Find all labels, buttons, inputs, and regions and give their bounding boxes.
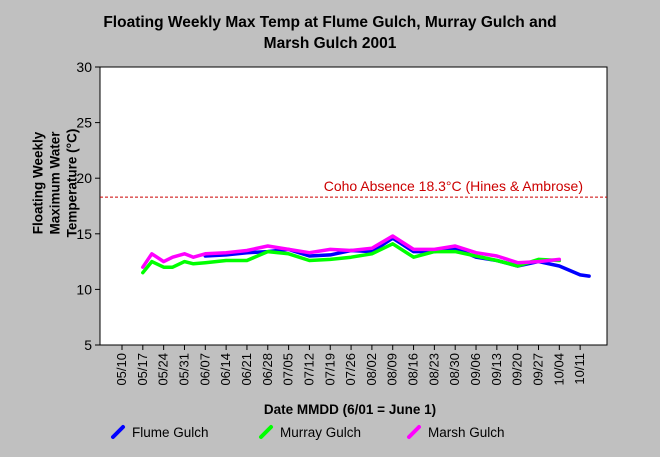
x-tick-label: 08/30 (447, 353, 462, 386)
y-tick-label: 10 (76, 281, 92, 297)
series-line-marsh-gulch (141, 234, 562, 269)
x-tick-label: 08/09 (385, 353, 400, 386)
plot-area (99, 66, 608, 346)
x-tick-label: 07/26 (343, 353, 358, 386)
x-tick-label: 06/28 (260, 353, 275, 386)
y-tick-label: 15 (76, 226, 92, 242)
x-tick-label: 09/06 (468, 353, 483, 386)
legend-label-flume-gulch: Flume Gulch (132, 424, 209, 440)
legend-label-murray-gulch: Murray Gulch (280, 424, 362, 440)
reference-line-label: Coho Absence 18.3°C (Hines & Ambrose) (324, 178, 583, 194)
chart-title-line-2: Marsh Gulch 2001 (263, 35, 397, 52)
x-tick-label: 10/04 (551, 353, 566, 386)
y-tick-label: 30 (76, 59, 92, 75)
legend-item-marsh-gulch: Marsh Gulch (406, 424, 554, 440)
legend-swatch-marsh-gulch (407, 425, 421, 439)
chart-title-line-1: Floating Weekly Max Temp at Flume Gulch,… (103, 14, 557, 31)
x-tick-label: 07/12 (301, 353, 316, 386)
y-tick-label: 20 (76, 170, 92, 186)
x-tick-label: 05/31 (176, 353, 191, 386)
x-axis-label: Date MMDD (6/01 = June 1) (263, 402, 437, 417)
x-tick-label: 05/17 (135, 353, 150, 386)
legend: Flume Gulch Murray Gulch Marsh Gulch (110, 424, 554, 440)
x-tick-label: 10/11 (572, 353, 587, 385)
x-tick-label: 07/19 (322, 353, 337, 386)
y-tick-label: 25 (76, 115, 92, 131)
x-tick-label: 06/14 (218, 353, 233, 386)
series-line-murray-gulch (141, 242, 562, 275)
legend-swatch-flume-gulch (111, 425, 125, 439)
x-tick-label: 06/21 (239, 353, 254, 386)
chart-title: Floating Weekly Max Temp at Flume Gulch,… (0, 12, 660, 54)
x-tick-label: 06/07 (197, 353, 212, 386)
x-tick-label: 05/10 (114, 353, 129, 386)
x-tick-label: 09/13 (489, 353, 504, 386)
x-tick-label: 07/05 (281, 353, 296, 386)
x-tick-label: 09/20 (510, 353, 525, 386)
x-tick-label: 08/23 (426, 353, 441, 386)
legend-item-flume-gulch: Flume Gulch (110, 424, 258, 440)
x-tick-label: 08/16 (406, 353, 421, 386)
legend-label-marsh-gulch: Marsh Gulch (428, 424, 505, 440)
legend-item-murray-gulch: Murray Gulch (258, 424, 406, 440)
y-tick-label: 5 (84, 337, 92, 353)
x-tick-label: 08/02 (364, 353, 379, 386)
legend-swatch-murray-gulch (259, 425, 273, 439)
x-tick-label: 05/24 (156, 353, 171, 386)
x-tick-label: 09/27 (531, 353, 546, 386)
